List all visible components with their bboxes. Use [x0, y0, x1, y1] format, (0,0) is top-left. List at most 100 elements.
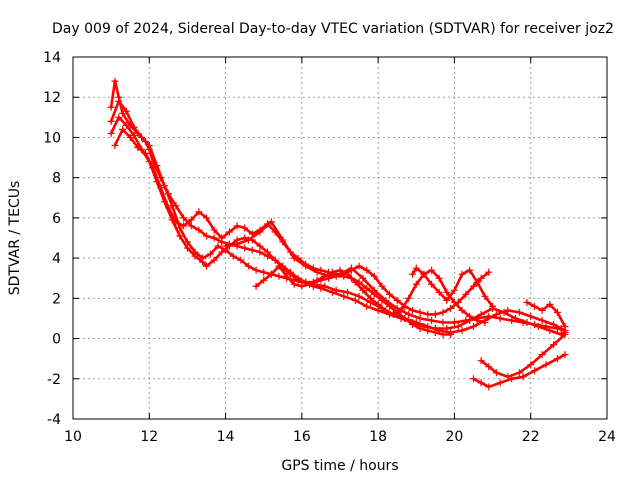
data-point-marker	[225, 228, 233, 236]
data-point-marker	[527, 361, 535, 369]
data-point-marker	[473, 278, 481, 286]
data-point-marker	[248, 246, 256, 254]
data-point-marker	[443, 296, 451, 304]
x-tick-label: 22	[522, 429, 540, 445]
data-point-marker	[344, 288, 352, 296]
data-point-marker	[492, 369, 500, 377]
data-point-marker	[233, 240, 241, 248]
data-point-marker	[542, 322, 550, 330]
data-point-marker	[359, 286, 367, 294]
data-point-marker	[267, 270, 275, 278]
data-point-marker	[523, 298, 531, 306]
data-point-marker	[431, 310, 439, 318]
data-point-marker	[496, 379, 504, 387]
data-point-marker	[183, 244, 191, 252]
data-point-marker	[416, 308, 424, 316]
data-point-marker	[283, 272, 291, 280]
data-point-marker	[531, 320, 539, 328]
series-line	[411, 266, 494, 308]
grid-lines	[73, 57, 607, 419]
data-point-marker	[351, 296, 359, 304]
data-point-marker	[553, 355, 561, 363]
data-point-marker	[363, 284, 371, 292]
data-point-marker	[408, 270, 416, 278]
data-point-marker	[222, 242, 230, 250]
data-point-marker	[477, 274, 485, 282]
data-point-marker	[111, 77, 119, 85]
data-point-marker	[191, 252, 199, 260]
series-line	[109, 79, 567, 336]
data-point-marker	[244, 262, 252, 270]
data-point-marker	[485, 312, 493, 320]
data-point-marker	[203, 232, 210, 240]
data-point-marker	[405, 310, 413, 318]
data-point-marker	[508, 316, 516, 324]
data-point-marker	[328, 268, 336, 276]
data-point-marker	[107, 117, 115, 125]
data-point-marker	[405, 294, 413, 302]
y-tick-label: 0	[52, 332, 61, 348]
data-point-marker	[382, 306, 390, 314]
data-point-marker	[485, 383, 493, 391]
data-point-marker	[477, 379, 485, 387]
data-point-marker	[252, 282, 260, 290]
data-point-marker	[264, 248, 272, 256]
x-tick-label: 14	[217, 429, 235, 445]
series-sat-i	[477, 331, 569, 381]
data-point-marker	[119, 109, 127, 117]
data-point-marker	[412, 264, 420, 272]
data-point-marker	[218, 234, 226, 242]
data-point-marker	[363, 266, 371, 274]
data-point-marker	[122, 107, 130, 115]
data-point-marker	[374, 300, 382, 308]
data-point-marker	[210, 226, 218, 234]
series-line	[109, 99, 563, 334]
series-sat-j	[523, 298, 569, 330]
data-point-marker	[203, 262, 210, 270]
data-point-marker	[538, 306, 546, 314]
y-tick-label: 2	[52, 291, 61, 307]
series-line	[479, 333, 567, 379]
data-point-marker	[122, 121, 130, 129]
data-point-marker	[119, 125, 127, 133]
x-tick-label: 12	[140, 429, 158, 445]
y-tick-label: 8	[52, 171, 61, 187]
data-point-marker	[130, 123, 138, 131]
data-point-marker	[458, 270, 466, 278]
data-point-marker	[271, 256, 279, 264]
data-point-marker	[286, 270, 294, 278]
data-point-marker	[130, 131, 138, 139]
data-point-marker	[336, 266, 344, 274]
data-point-marker	[195, 208, 203, 216]
data-point-marker	[187, 216, 195, 224]
data-point-marker	[458, 327, 466, 335]
series-sat-a	[107, 77, 569, 339]
data-point-marker	[439, 331, 447, 339]
data-point-marker	[332, 286, 340, 294]
data-point-marker	[450, 318, 458, 326]
data-point-marker	[412, 280, 420, 288]
data-point-marker	[504, 306, 512, 314]
data-point-marker	[462, 316, 470, 324]
x-tick-label: 16	[293, 429, 311, 445]
data-point-marker	[172, 218, 180, 226]
data-point-marker	[347, 264, 355, 272]
data-point-marker	[241, 224, 249, 232]
data-point-marker	[370, 286, 378, 294]
data-point-marker	[233, 222, 241, 230]
data-point-marker	[553, 308, 561, 316]
data-point-marker	[294, 276, 302, 284]
data-point-marker	[313, 268, 321, 276]
data-point-marker	[428, 280, 436, 288]
data-point-marker	[260, 276, 268, 284]
data-point-marker	[305, 280, 313, 288]
data-point-marker	[519, 373, 527, 381]
data-point-marker	[443, 288, 451, 296]
data-point-marker	[168, 202, 176, 210]
data-point-marker	[420, 270, 428, 278]
data-point-marker	[279, 236, 287, 244]
data-point-marker	[447, 331, 455, 339]
data-point-marker	[496, 314, 504, 322]
